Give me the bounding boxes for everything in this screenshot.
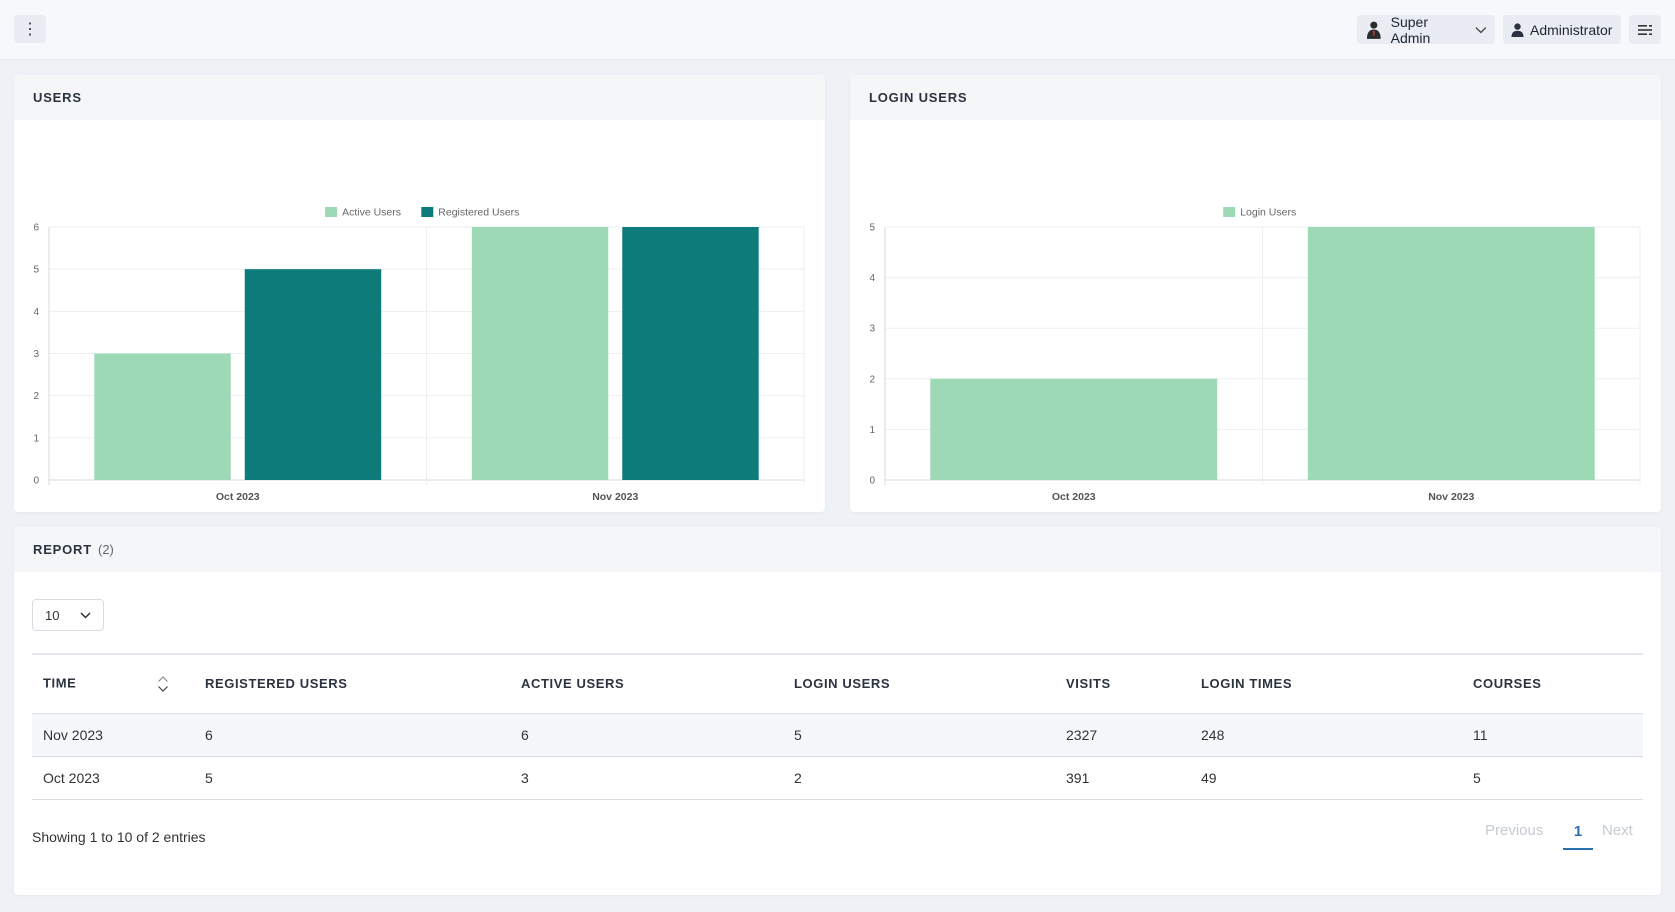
cell-courses: 11 [1462,713,1643,757]
cell-visits: 2327 [1055,713,1190,757]
login-chart-y-tick-label: 1 [869,425,875,436]
column-header-registered-users[interactable]: REGISTERED USERS [194,655,510,714]
users-chart-bar [94,353,231,480]
cell-registered-users: 6 [194,713,510,757]
report-count: (2) [97,542,114,557]
page-length-select[interactable]: 10 [32,599,104,631]
avatar-icon [1366,21,1381,39]
login-chart-y-tick-label: 2 [869,374,875,385]
users-chart-x-tick-label: Nov 2023 [592,491,638,503]
users-chart-legend-swatch[interactable] [325,207,338,217]
column-header-courses[interactable]: COURSES [1462,655,1643,714]
login-users-card-title: LOGIN USERS [869,90,968,105]
cell-login-times: 49 [1190,756,1462,800]
users-card: USERS 0 1 2 3 4 5 6 Oct 2023 Nov 2023 Active User… [14,75,825,512]
top-bar: ⋮ Super Admin Administrator [0,0,1675,60]
user-icon [1511,22,1524,37]
login-chart-legend-swatch[interactable] [1223,207,1236,217]
cell-active-users: 6 [510,713,783,757]
users-chart-bar [244,269,382,480]
column-header-login-users[interactable]: LOGIN USERS [783,655,1055,714]
users-chart-y-tick-label: 1 [33,433,39,444]
login-users-chart: 0 1 2 3 4 5 Oct 2023 Nov 2023 Login Users [869,207,1641,503]
administrator-label: Administrator [1530,21,1613,38]
chevron-down-icon [1475,26,1487,33]
login-users-card-header: LOGIN USERS [850,75,1661,120]
administrator-button[interactable]: Administrator [1503,15,1621,44]
page-length-value: 10 [45,607,60,623]
cell-login-times: 248 [1190,713,1462,757]
page-1-button[interactable]: 1 [1563,814,1593,850]
login-chart-y-tick-label: 0 [869,476,875,487]
cell-active-users: 3 [510,756,783,800]
cell-courses: 5 [1462,756,1643,800]
login-chart-x-tick-label: Oct 2023 [1052,491,1096,503]
table-info: Showing 1 to 10 of 2 entries [32,829,206,845]
users-chart-y-tick-label: 4 [33,307,39,318]
column-header-active-users[interactable]: ACTIVE USERS [510,655,783,714]
users-chart-x-tick-label: Oct 2023 [216,491,260,503]
login-users-card: LOGIN USERS 0 1 2 3 4 5 Oct 2023 Nov 2023 Login … [850,75,1661,512]
menu-lines-icon [1638,24,1652,35]
previous-page-button[interactable]: Previous [1485,822,1544,839]
super-admin-label: Super Admin [1390,13,1431,46]
users-chart-y-tick-label: 5 [33,265,39,276]
sort-icon [157,675,168,692]
next-page-button[interactable]: Next [1602,822,1633,839]
users-chart-y-tick-label: 2 [33,391,39,402]
users-chart-legend-label[interactable]: Active Users [342,207,401,219]
cell-registered-users: 5 [194,756,510,800]
users-chart: 0 1 2 3 4 5 6 Oct 2023 Nov 2023 Active Users Regis… [33,207,805,503]
table-header-row: TIME REGISTERED USERS ACTIVE USERS LOGIN… [32,655,1643,714]
table-row: Nov 2023 6 6 5 2327 248 11 [32,713,1643,757]
vertical-dots-icon: ⋮ [22,21,38,38]
users-chart-legend-label[interactable]: Registered Users [438,207,519,219]
login-chart-legend-label[interactable]: Login Users [1240,207,1296,219]
users-card-header: USERS [14,75,825,120]
login-chart-bar [930,378,1218,480]
super-admin-dropdown[interactable]: Super Admin [1357,13,1495,46]
login-chart-y-tick-label: 3 [869,324,875,335]
users-chart-bar [471,227,609,480]
users-chart-legend-swatch[interactable] [421,207,434,217]
users-chart-y-tick-label: 3 [33,349,39,360]
users-chart-y-tick-label: 0 [33,476,39,487]
chevron-down-icon [80,611,91,619]
cell-time: Oct 2023 [32,756,194,800]
cell-login-users: 5 [783,713,1055,757]
cell-login-users: 2 [783,756,1055,800]
users-chart-bar [622,227,759,480]
report-card: REPORT (2) 10 TIME REGISTERED USERS [14,527,1661,895]
users-chart-y-tick-label: 6 [33,223,39,234]
users-card-title: USERS [33,90,82,105]
table-divider [32,653,1643,655]
report-card-header: REPORT (2) [14,527,1661,572]
login-chart-y-tick-label: 4 [869,273,875,284]
column-header-visits[interactable]: VISITS [1055,655,1190,714]
login-chart-x-tick-label: Nov 2023 [1428,491,1474,503]
kebab-menu-button[interactable]: ⋮ [14,15,46,43]
column-header-login-times[interactable]: LOGIN TIMES [1190,655,1462,714]
login-chart-bar [1307,227,1595,480]
report-title: REPORT [33,542,92,557]
login-chart-y-tick-label: 5 [869,223,875,234]
menu-button[interactable] [1629,15,1661,44]
table-row: Oct 2023 5 3 2 391 49 5 [32,756,1643,800]
cell-visits: 391 [1055,756,1190,800]
cell-time: Nov 2023 [32,713,194,757]
report-table: TIME REGISTERED USERS ACTIVE USERS LOGIN… [32,655,1643,800]
column-header-time[interactable]: TIME [32,655,194,714]
